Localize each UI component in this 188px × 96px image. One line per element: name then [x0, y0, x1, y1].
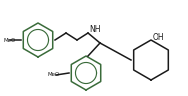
- Text: MeO: MeO: [48, 72, 60, 77]
- Text: OH: OH: [153, 33, 165, 41]
- Text: NH: NH: [89, 26, 101, 34]
- Text: MeO: MeO: [4, 38, 16, 43]
